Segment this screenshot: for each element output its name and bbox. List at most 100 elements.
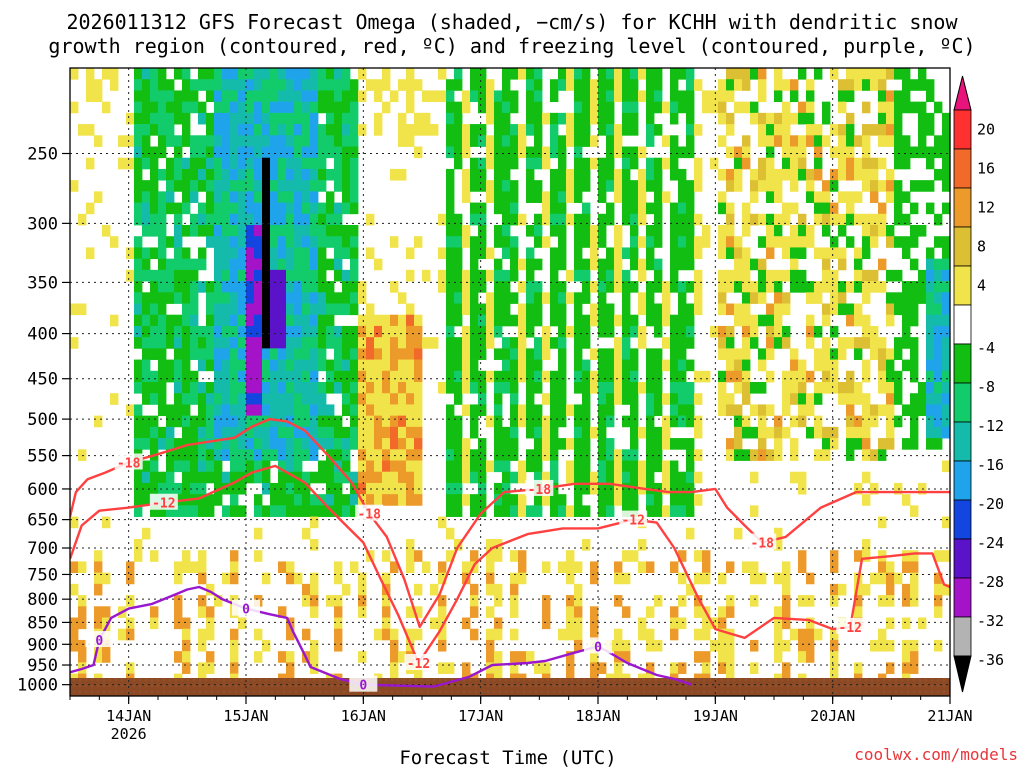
omega-cell bbox=[230, 337, 239, 349]
omega-cell bbox=[462, 269, 471, 282]
omega-cell bbox=[334, 124, 343, 136]
omega-cell bbox=[182, 404, 191, 417]
omega-cell bbox=[606, 112, 615, 125]
omega-cell bbox=[614, 662, 623, 674]
omega-cell bbox=[198, 460, 207, 473]
omega-cell bbox=[558, 258, 567, 271]
contour-label: -18 bbox=[117, 457, 141, 472]
omega-cell bbox=[222, 168, 231, 181]
omega-cell bbox=[902, 135, 911, 147]
omega-cell bbox=[214, 258, 223, 271]
omega-cell bbox=[878, 90, 887, 103]
chart-title-line1: 2026011312 GFS Forecast Omega (shaded, −… bbox=[66, 10, 958, 34]
omega-cell bbox=[534, 180, 543, 192]
omega-cell bbox=[462, 617, 471, 630]
omega-cell bbox=[678, 370, 687, 383]
omega-cell bbox=[838, 225, 847, 237]
omega-cell bbox=[150, 68, 159, 80]
omega-cell bbox=[510, 628, 519, 641]
omega-cell bbox=[598, 90, 607, 103]
omega-cell bbox=[270, 247, 279, 260]
omega-cell bbox=[790, 168, 799, 181]
omega-cell bbox=[142, 314, 151, 327]
omega-cell bbox=[830, 426, 839, 439]
omega-cell bbox=[862, 68, 871, 80]
omega-cell bbox=[686, 325, 695, 338]
omega-cell bbox=[222, 292, 231, 304]
omega-cell bbox=[302, 236, 311, 248]
omega-cell bbox=[366, 415, 375, 428]
omega-cell bbox=[454, 337, 463, 349]
omega-cell bbox=[390, 393, 399, 405]
omega-cell bbox=[766, 213, 775, 226]
omega-cell bbox=[310, 303, 319, 316]
omega-cell bbox=[886, 415, 895, 428]
omega-cell bbox=[182, 449, 191, 461]
omega-cell bbox=[510, 90, 519, 103]
omega-cell bbox=[750, 112, 759, 125]
omega-cell bbox=[462, 303, 471, 316]
omega-cell bbox=[758, 449, 767, 461]
omega-cell bbox=[246, 370, 255, 383]
omega-cell bbox=[358, 393, 367, 405]
omega-cell bbox=[238, 247, 247, 260]
omega-cell bbox=[510, 494, 519, 506]
omega-cell bbox=[310, 359, 319, 372]
omega-cell bbox=[774, 527, 783, 540]
omega-cell bbox=[470, 157, 479, 170]
omega-cell bbox=[286, 404, 295, 417]
omega-cell bbox=[494, 314, 503, 327]
omega-cell bbox=[550, 370, 559, 383]
omega-cell bbox=[454, 281, 463, 293]
omega-cell bbox=[214, 449, 223, 461]
omega-cell bbox=[470, 359, 479, 372]
omega-cell bbox=[742, 157, 751, 170]
omega-cell bbox=[622, 314, 631, 327]
omega-cell bbox=[230, 157, 239, 170]
omega-cell bbox=[526, 146, 535, 159]
omega-cell bbox=[334, 225, 343, 237]
omega-cell bbox=[198, 662, 207, 674]
omega-cell bbox=[694, 550, 703, 562]
omega-cell bbox=[334, 561, 343, 574]
omega-cell bbox=[686, 404, 695, 417]
omega-cell bbox=[886, 68, 895, 80]
omega-cell bbox=[366, 337, 375, 349]
omega-cell bbox=[206, 314, 215, 327]
omega-cell bbox=[662, 314, 671, 327]
omega-cell bbox=[254, 225, 263, 237]
omega-cell bbox=[398, 426, 407, 439]
omega-cell bbox=[318, 90, 327, 103]
omega-cell bbox=[782, 124, 791, 136]
omega-cell bbox=[270, 393, 279, 405]
omega-cell bbox=[622, 191, 631, 203]
omega-cell bbox=[142, 101, 151, 114]
omega-cell bbox=[758, 236, 767, 248]
omega-cell bbox=[254, 460, 263, 473]
contour-label: -18 bbox=[357, 508, 381, 523]
omega-cell bbox=[454, 79, 463, 91]
omega-cell bbox=[558, 236, 567, 248]
omega-cell bbox=[158, 269, 167, 282]
omega-cell bbox=[358, 426, 367, 439]
omega-cell bbox=[470, 247, 479, 260]
omega-cell bbox=[342, 359, 351, 372]
omega-cell bbox=[654, 382, 663, 394]
omega-cell bbox=[182, 314, 191, 327]
omega-cell bbox=[694, 236, 703, 248]
omega-cell bbox=[350, 269, 359, 282]
omega-cell bbox=[246, 135, 255, 147]
omega-cell bbox=[174, 314, 183, 327]
omega-cell bbox=[254, 449, 263, 461]
omega-cell bbox=[286, 269, 295, 282]
omega-cell bbox=[646, 135, 655, 147]
omega-cell bbox=[326, 314, 335, 327]
omega-cell bbox=[910, 370, 919, 383]
omega-cell bbox=[630, 359, 639, 372]
omega-cell bbox=[494, 550, 503, 562]
omega-cell bbox=[942, 281, 950, 293]
omega-cell bbox=[310, 595, 319, 607]
omega-cell bbox=[614, 359, 623, 372]
omega-cell bbox=[558, 146, 567, 159]
omega-cell bbox=[366, 471, 375, 484]
